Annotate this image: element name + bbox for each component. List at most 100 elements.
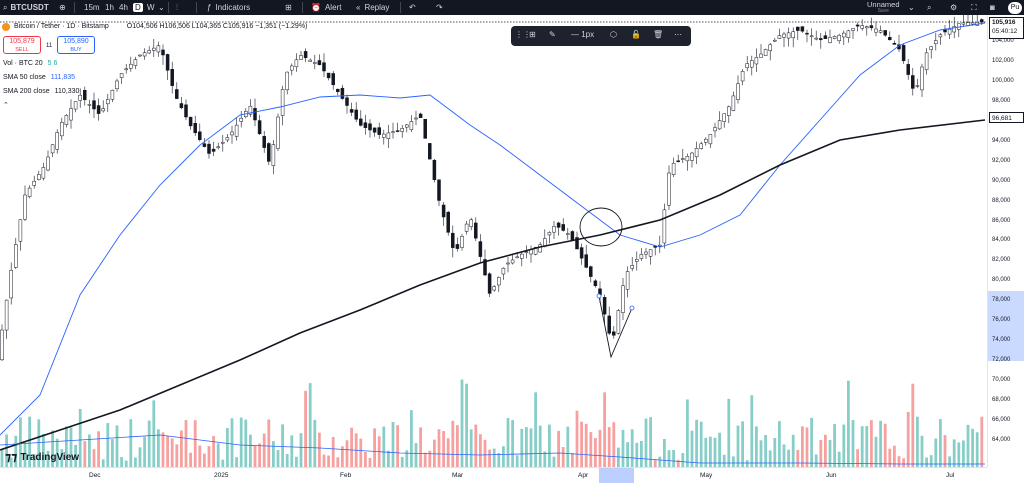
candle-body bbox=[938, 34, 943, 38]
candle-body bbox=[451, 232, 455, 248]
volume-bar bbox=[525, 427, 528, 467]
brand-name: TradingView bbox=[20, 451, 80, 463]
fullscreen-button[interactable]: ⛶ bbox=[971, 0, 977, 15]
volume-indicator-legend[interactable]: Vol · BTC 20 5 6 bbox=[3, 60, 57, 67]
alarm-icon: ⏰ bbox=[311, 3, 321, 12]
templates-button[interactable]: ⊞ bbox=[285, 0, 292, 15]
candle-body bbox=[805, 32, 809, 35]
symbol-avatar bbox=[2, 23, 10, 31]
replay-button[interactable]: « Replay bbox=[356, 0, 389, 15]
volume-bar bbox=[88, 434, 91, 467]
price-scale[interactable]: 106,000104,000102,000100,00098,00094,000… bbox=[987, 15, 1024, 467]
pencil-icon[interactable]: ✎ bbox=[549, 30, 556, 39]
candle-body bbox=[460, 236, 464, 248]
candle-body bbox=[46, 156, 50, 171]
candle-body bbox=[165, 54, 170, 71]
snapshot-button[interactable]: ◙ bbox=[990, 0, 995, 15]
line-width-button[interactable]: — 1px bbox=[571, 30, 595, 39]
drag-handle-icon[interactable]: ⋮⋮ bbox=[515, 30, 531, 39]
candle-body bbox=[326, 72, 331, 79]
volume-bar bbox=[92, 449, 96, 467]
profile-button[interactable]: Pu bbox=[1008, 0, 1022, 15]
redo-button[interactable]: ↷ bbox=[436, 0, 443, 15]
candle-body bbox=[409, 121, 414, 130]
volume-bar bbox=[810, 417, 813, 467]
legend-collapse-button[interactable]: ⌃ bbox=[3, 101, 9, 109]
candle-body bbox=[0, 329, 4, 361]
sma50-indicator-legend[interactable]: SMA 50 close 111,835 bbox=[3, 74, 75, 81]
volume-bar bbox=[184, 420, 188, 467]
volume-bar bbox=[258, 443, 261, 467]
volume-bar bbox=[359, 438, 363, 467]
quick-search-button[interactable]: ⌕ bbox=[927, 0, 931, 15]
volume-bar bbox=[396, 425, 399, 467]
volume-bar bbox=[456, 425, 459, 467]
volume-bar bbox=[437, 429, 441, 467]
volume-bar bbox=[446, 438, 450, 467]
interval-15m[interactable]: 15m bbox=[84, 0, 100, 15]
interval-label: 15m bbox=[84, 3, 100, 12]
candle-body bbox=[796, 26, 800, 31]
candle-body bbox=[520, 253, 524, 259]
candle-body bbox=[809, 35, 814, 38]
spread-value: 11 bbox=[46, 43, 53, 49]
sell-button[interactable]: 105,879 SELL bbox=[3, 36, 41, 54]
compare-button[interactable]: ⊕ bbox=[59, 0, 66, 15]
alert-button[interactable]: ⏰ Alert bbox=[311, 0, 341, 15]
candle-body bbox=[671, 162, 676, 176]
volume-bar bbox=[561, 447, 565, 467]
volume-bar bbox=[290, 435, 294, 467]
volume-bar bbox=[345, 440, 349, 467]
candle-body bbox=[18, 219, 23, 242]
lock-icon[interactable]: 🔓 bbox=[631, 30, 641, 39]
settings-icon[interactable]: ⬡ bbox=[610, 30, 617, 39]
interval-d[interactable]: D bbox=[133, 0, 143, 15]
drawn-lines bbox=[598, 295, 633, 359]
layout-dropdown[interactable]: ⌄ bbox=[908, 0, 915, 15]
volume-bar bbox=[469, 429, 473, 467]
chart-canvas[interactable] bbox=[0, 15, 987, 467]
volume-bar bbox=[506, 418, 510, 467]
candle-body bbox=[271, 144, 276, 166]
candle-body bbox=[96, 105, 101, 114]
interval-4h[interactable]: 4h bbox=[119, 0, 128, 15]
layout-menu[interactable]: Unnamed Save bbox=[867, 1, 900, 16]
candle-body bbox=[464, 223, 469, 232]
candle-body bbox=[216, 146, 220, 149]
candle-body bbox=[552, 226, 556, 233]
settings-button[interactable]: ⚙ bbox=[950, 0, 957, 15]
candle-body bbox=[690, 152, 694, 161]
bar-style-button[interactable]: ⫶ bbox=[176, 0, 178, 15]
volume-bar bbox=[704, 437, 708, 467]
indicators-button[interactable]: ƒ Indicators bbox=[207, 0, 250, 15]
replay-label: Replay bbox=[364, 3, 390, 12]
interval-1h[interactable]: 1h bbox=[105, 0, 114, 15]
undo-button[interactable]: ↶ bbox=[409, 0, 416, 15]
candle-body bbox=[782, 33, 786, 38]
buy-button[interactable]: 105,890 BUY bbox=[57, 36, 95, 54]
candle-body bbox=[708, 134, 713, 145]
symbol-search[interactable]: ⌕ BTCUSDT bbox=[3, 0, 49, 15]
volume-bar bbox=[281, 424, 284, 467]
candle-body bbox=[786, 32, 791, 39]
candle-body bbox=[354, 109, 358, 120]
candle-body bbox=[791, 31, 795, 39]
time-scale[interactable]: Dec 2025 Feb Mar Apr May Jun Jul bbox=[0, 467, 987, 483]
volume-bar bbox=[318, 432, 321, 467]
candle-body bbox=[363, 122, 368, 128]
candle-body bbox=[161, 49, 165, 56]
template-icon[interactable]: ⊞ bbox=[529, 30, 536, 39]
volume-bar bbox=[37, 419, 41, 467]
volume-bar bbox=[65, 426, 68, 467]
candle-body bbox=[566, 233, 570, 235]
candle-body bbox=[855, 24, 860, 27]
interval-dropdown[interactable]: ⌄ bbox=[158, 0, 165, 15]
price-tick-label: 80,000 bbox=[992, 277, 1011, 284]
tradingview-logo[interactable]: ⁊⁊ TradingView bbox=[5, 450, 79, 464]
candle-body bbox=[616, 310, 621, 334]
sma200-indicator-legend[interactable]: SMA 200 close 110,330 bbox=[3, 88, 79, 95]
trash-icon[interactable]: 🗑 bbox=[653, 30, 664, 39]
volume-bar bbox=[575, 410, 579, 467]
interval-w[interactable]: W bbox=[147, 0, 155, 15]
more-icon[interactable]: ⋯ bbox=[674, 30, 682, 39]
